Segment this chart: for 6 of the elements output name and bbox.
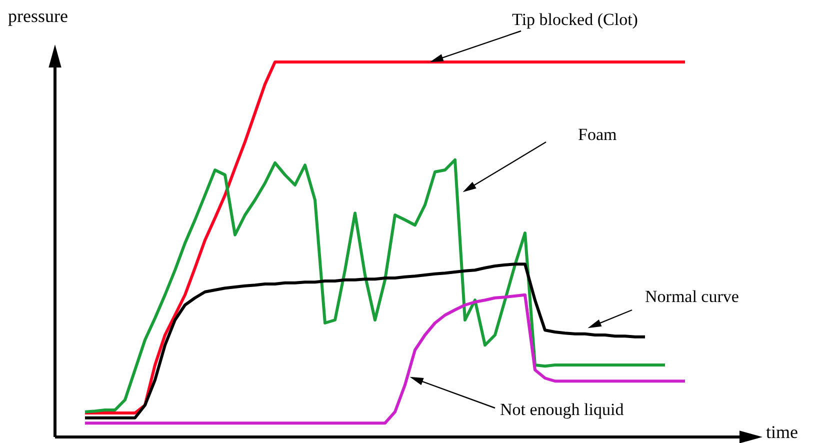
annotation: Normal curve	[645, 287, 739, 306]
y-axis-title: pressure	[8, 6, 68, 26]
x-axis-title: time	[766, 422, 798, 442]
annotation: Foam	[578, 125, 617, 144]
text: Tip blocked (Clot)	[512, 10, 638, 29]
annotation: Not enough liquid	[500, 400, 624, 419]
